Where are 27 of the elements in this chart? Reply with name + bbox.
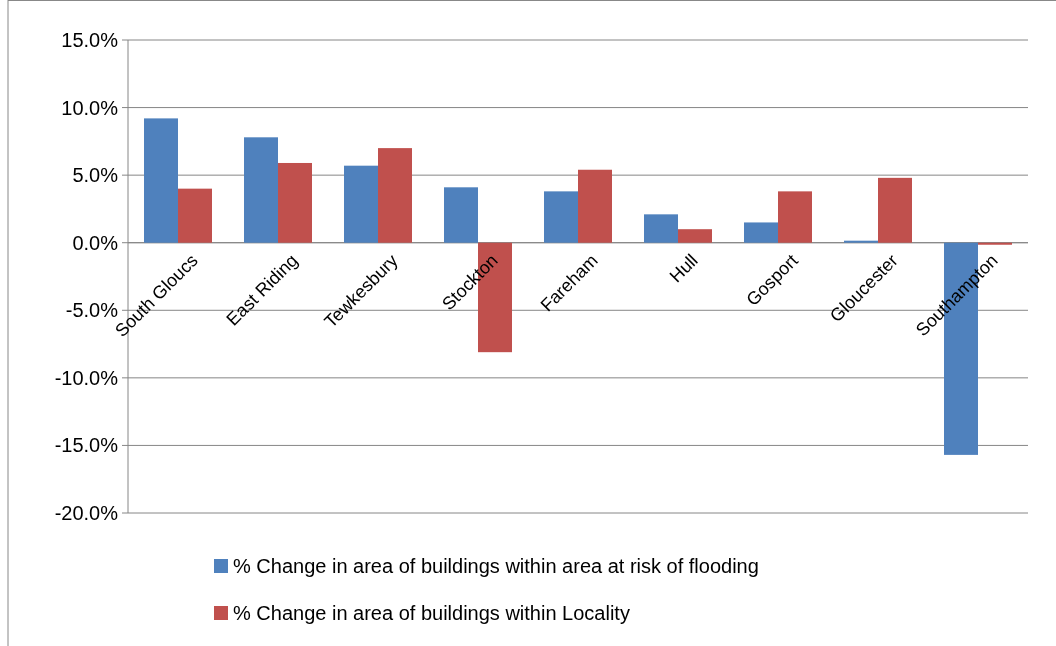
legend-label: % Change in area of buildings within Locality — [233, 602, 630, 624]
bar — [144, 118, 178, 243]
bar — [844, 240, 878, 243]
y-tick-label: 15.0% — [61, 29, 119, 51]
y-tick-label: -20.0% — [54, 502, 119, 524]
y-tick-label: -5.0% — [65, 299, 119, 322]
bar — [544, 191, 578, 243]
bar — [178, 188, 212, 243]
bar — [778, 191, 812, 243]
bar — [744, 222, 778, 243]
bar — [978, 242, 1012, 245]
y-tick-label: 5.0% — [72, 164, 119, 187]
bar — [644, 214, 678, 243]
bar — [278, 162, 312, 243]
legend-label: % Change in area of buildings within area at risk of flooding — [233, 555, 759, 577]
bar — [878, 177, 912, 243]
bar — [344, 165, 378, 243]
y-tick-label: 0.0% — [72, 231, 119, 254]
bar — [678, 229, 712, 243]
bar — [378, 148, 412, 243]
y-tick-label: -10.0% — [54, 366, 119, 389]
bar — [578, 169, 612, 243]
bar — [444, 187, 478, 243]
x-tick-label: Hull — [665, 250, 702, 287]
bar — [244, 137, 278, 243]
y-tick-label: -15.0% — [54, 434, 119, 457]
y-tick-label: 10.0% — [61, 96, 119, 119]
